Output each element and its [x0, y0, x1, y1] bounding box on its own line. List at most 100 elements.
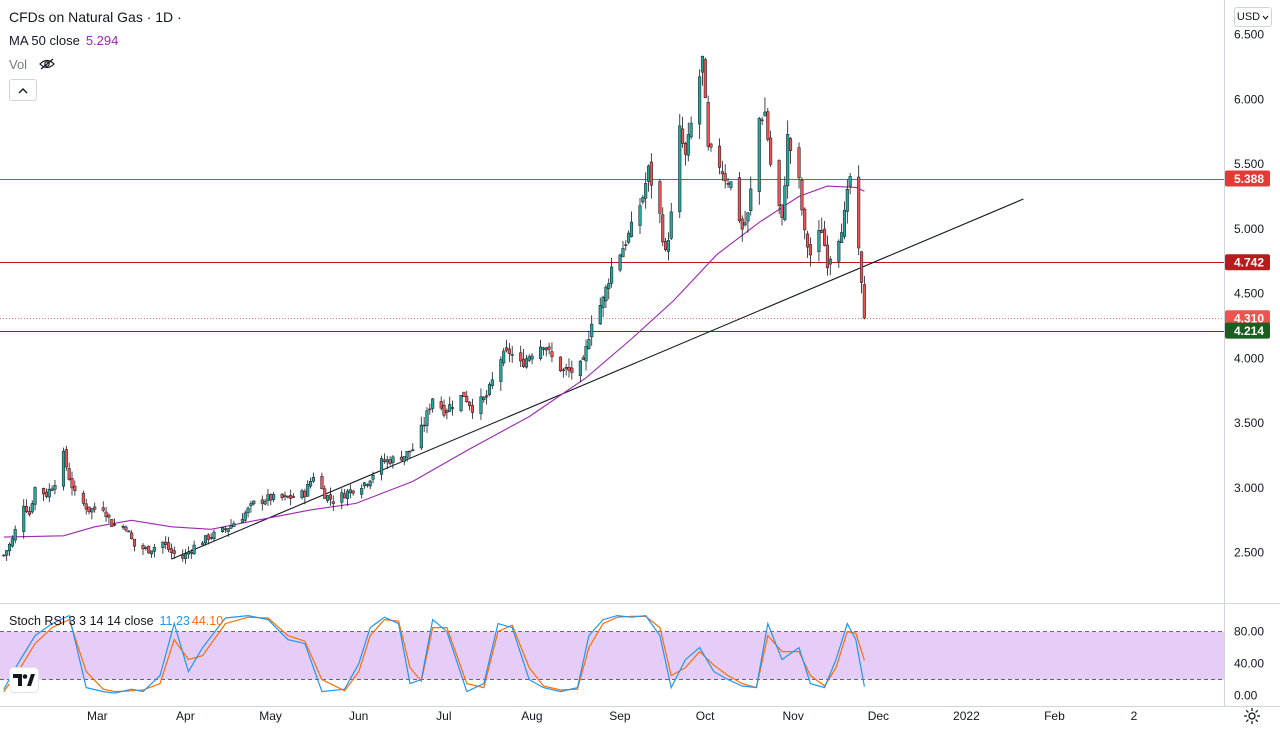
candle [5, 549, 9, 561]
candle [448, 396, 452, 413]
candle [283, 491, 287, 501]
candle [229, 519, 233, 529]
candle [746, 212, 750, 233]
candle [419, 416, 423, 450]
candle [451, 400, 455, 416]
candle [246, 506, 250, 518]
candle [558, 356, 563, 373]
candle [686, 122, 690, 162]
gear-icon[interactable] [1243, 707, 1261, 725]
candle [757, 116, 761, 205]
tradingview-logo-icon[interactable] [10, 668, 38, 692]
candle [81, 490, 85, 506]
candle [232, 520, 236, 527]
candle [13, 525, 17, 544]
candle [130, 530, 134, 540]
eye-crossed-icon[interactable] [38, 58, 55, 74]
candle [524, 354, 528, 369]
candle [729, 181, 733, 191]
candle [788, 136, 793, 164]
candle [411, 443, 415, 452]
time-tick-label: Jul [436, 709, 451, 723]
price-tick-label: 5.000 [1234, 222, 1264, 236]
candle [669, 202, 673, 241]
candle [44, 488, 48, 499]
candle [10, 535, 14, 548]
currency-label: USD [1236, 11, 1261, 23]
candle [53, 480, 57, 495]
candle [465, 390, 469, 403]
price-label-resistance_line: 5.388 [1225, 170, 1270, 187]
candle [269, 493, 273, 506]
trendline-segment[interactable] [171, 198, 1024, 560]
candle [360, 484, 364, 499]
candle [306, 480, 310, 497]
candle [527, 354, 531, 363]
collapse-legend-button[interactable] [9, 79, 37, 101]
candle [862, 276, 866, 320]
time-axis[interactable]: Mar Apr May Jun Jul Aug Sep Oct Nov Dec 2022 Feb 2 [87, 709, 1138, 723]
currency-selector[interactable]: USD [1234, 7, 1272, 27]
ma50-path [3, 185, 865, 538]
candle [368, 480, 372, 490]
candle [192, 540, 196, 555]
vol-legend[interactable]: Vol [9, 57, 55, 74]
candle [859, 251, 864, 294]
candle [272, 491, 276, 503]
candle [127, 529, 131, 533]
candle [280, 493, 284, 501]
candle [439, 396, 443, 411]
candle [769, 130, 773, 168]
candle [570, 360, 574, 380]
candle [479, 388, 483, 420]
chart-title[interactable]: CFDs on Natural Gas · 1D · [9, 9, 182, 25]
candle [590, 315, 594, 346]
candle [169, 543, 173, 559]
stoch-legend[interactable]: Stoch RSI 3 3 14 14 close 11.23 44.10 [9, 613, 223, 629]
ma-legend[interactable]: MA 50 close 5.294 [9, 33, 118, 49]
candle [25, 499, 29, 514]
ma-label: MA 50 close [9, 33, 80, 48]
candles [2, 55, 866, 564]
candle [147, 545, 151, 554]
candle [309, 477, 313, 489]
candle [462, 391, 466, 398]
candle [260, 495, 264, 511]
candle [266, 488, 270, 506]
candle [641, 195, 645, 205]
candle [541, 346, 545, 356]
stoch-d-line [3, 615, 865, 693]
candle [132, 538, 137, 552]
candle [186, 546, 190, 559]
price-label-text: 4.214 [1234, 324, 1264, 338]
candle [345, 488, 350, 506]
candle [510, 346, 514, 363]
candle [84, 498, 88, 515]
candle [405, 451, 409, 462]
candle [64, 445, 68, 471]
candle [544, 346, 548, 357]
candle [7, 542, 12, 556]
candle [519, 345, 523, 368]
candle [828, 256, 832, 276]
candle [93, 502, 97, 513]
candle [365, 483, 369, 488]
candle [470, 398, 474, 419]
candle [547, 342, 551, 355]
candle [723, 164, 727, 189]
candle [459, 395, 463, 413]
price-tick-label: 6.000 [1234, 92, 1264, 106]
candle [703, 57, 707, 98]
price-axis[interactable]: 6.500 6.000 5.500 5.000 4.500 4.000 3.500 3.000… [1234, 27, 1264, 559]
candle [331, 495, 335, 511]
stoch-axis[interactable]: 80.00 40.00 0.00 [1234, 625, 1264, 703]
trendline[interactable] [171, 198, 1024, 560]
candle [67, 462, 71, 481]
candle [504, 339, 509, 353]
candle [598, 297, 602, 325]
candle [808, 237, 812, 267]
stoch-k-value: 11.23 [159, 614, 190, 628]
candle [152, 543, 156, 558]
time-tick-label: Dec [868, 709, 889, 723]
